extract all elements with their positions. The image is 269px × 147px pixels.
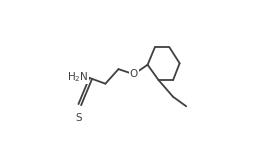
Text: S: S xyxy=(75,113,82,123)
Text: H$_2$N: H$_2$N xyxy=(67,70,88,84)
Text: O: O xyxy=(130,69,138,79)
